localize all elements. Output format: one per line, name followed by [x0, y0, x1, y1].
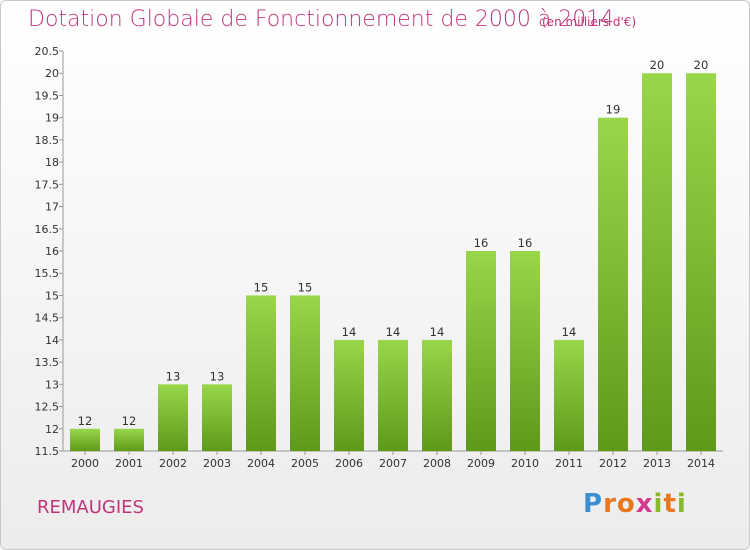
logo-letter: i [653, 489, 664, 519]
bar-2011 [554, 339, 584, 451]
data-label: 20 [650, 58, 665, 72]
y-tick-label: 18.5 [35, 134, 60, 147]
bar-2002 [158, 384, 188, 451]
bar-2007 [378, 339, 408, 451]
unit-label: (en milliers d'€) [542, 15, 637, 29]
x-tick-label: 2007 [379, 457, 407, 470]
y-tick-label: 20 [45, 67, 59, 80]
bar-2009 [466, 251, 496, 451]
y-tick-label: 20.5 [35, 45, 60, 58]
bar-2006 [334, 339, 364, 451]
logo-letter: t [663, 489, 677, 519]
x-tick-label: 2002 [159, 457, 187, 470]
x-tick-label: 2000 [71, 457, 99, 470]
y-tick-label: 15.5 [35, 267, 60, 280]
logo-letter: o [616, 489, 636, 519]
logo-letter: r [603, 489, 617, 519]
data-label: 14 [430, 325, 445, 339]
y-tick-label: 19.5 [35, 89, 60, 102]
x-tick-label: 2006 [335, 457, 363, 470]
x-tick-label: 2001 [115, 457, 143, 470]
y-tick-label: 16 [45, 245, 59, 258]
y-tick-label: 14.5 [35, 312, 60, 325]
data-label: 13 [210, 369, 225, 383]
bar-2001 [114, 428, 144, 451]
y-tick-label: 14 [45, 334, 59, 347]
logo-letter: i [676, 489, 687, 519]
bar-2014 [686, 73, 716, 451]
x-tick-label: 2005 [291, 457, 319, 470]
data-label: 12 [78, 414, 93, 428]
bar-2013 [642, 73, 672, 451]
data-label: 15 [254, 280, 269, 294]
chart-title: Dotation Globale de Fonctionnement de 20… [28, 7, 615, 32]
y-tick-label: 17 [45, 201, 59, 214]
x-tick-label: 2009 [467, 457, 495, 470]
place-name: REMAUGIES [37, 497, 144, 518]
x-tick-label: 2012 [599, 457, 627, 470]
logo-letter: x [635, 489, 654, 519]
data-label: 16 [518, 236, 533, 250]
x-tick-label: 2004 [247, 457, 275, 470]
x-tick-label: 2010 [511, 457, 539, 470]
bar-2012 [598, 117, 628, 452]
y-tick-label: 13 [45, 378, 59, 391]
data-label: 15 [298, 280, 313, 294]
bar-2010 [510, 251, 540, 451]
y-tick-label: 11.5 [35, 445, 60, 458]
bar-2008 [422, 339, 452, 451]
x-tick-label: 2013 [643, 457, 671, 470]
bar-2003 [202, 384, 232, 451]
data-label: 19 [606, 103, 621, 117]
y-tick-label: 16.5 [35, 223, 60, 236]
bar-2004 [246, 295, 276, 451]
y-tick-label: 17.5 [35, 178, 60, 191]
y-tick-label: 13.5 [35, 356, 60, 369]
logo-letter: P [583, 489, 604, 519]
proxiti-logo: Proxiti [583, 489, 687, 519]
x-tick-label: 2014 [687, 457, 715, 470]
data-label: 14 [386, 325, 401, 339]
data-label: 16 [474, 236, 489, 250]
bar-2005 [290, 295, 320, 451]
x-tick-label: 2003 [203, 457, 231, 470]
bar-2000 [70, 428, 100, 451]
y-tick-label: 12.5 [35, 401, 60, 414]
data-label: 14 [562, 325, 577, 339]
data-label: 14 [342, 325, 357, 339]
y-tick-label: 15 [45, 289, 59, 302]
x-tick-label: 2011 [555, 457, 583, 470]
x-tick-label: 2008 [423, 457, 451, 470]
data-label: 13 [166, 369, 181, 383]
y-tick-label: 18 [45, 156, 59, 169]
data-label: 20 [694, 58, 709, 72]
data-label: 12 [122, 414, 137, 428]
y-tick-label: 19 [45, 112, 59, 125]
y-tick-label: 12 [45, 423, 59, 436]
